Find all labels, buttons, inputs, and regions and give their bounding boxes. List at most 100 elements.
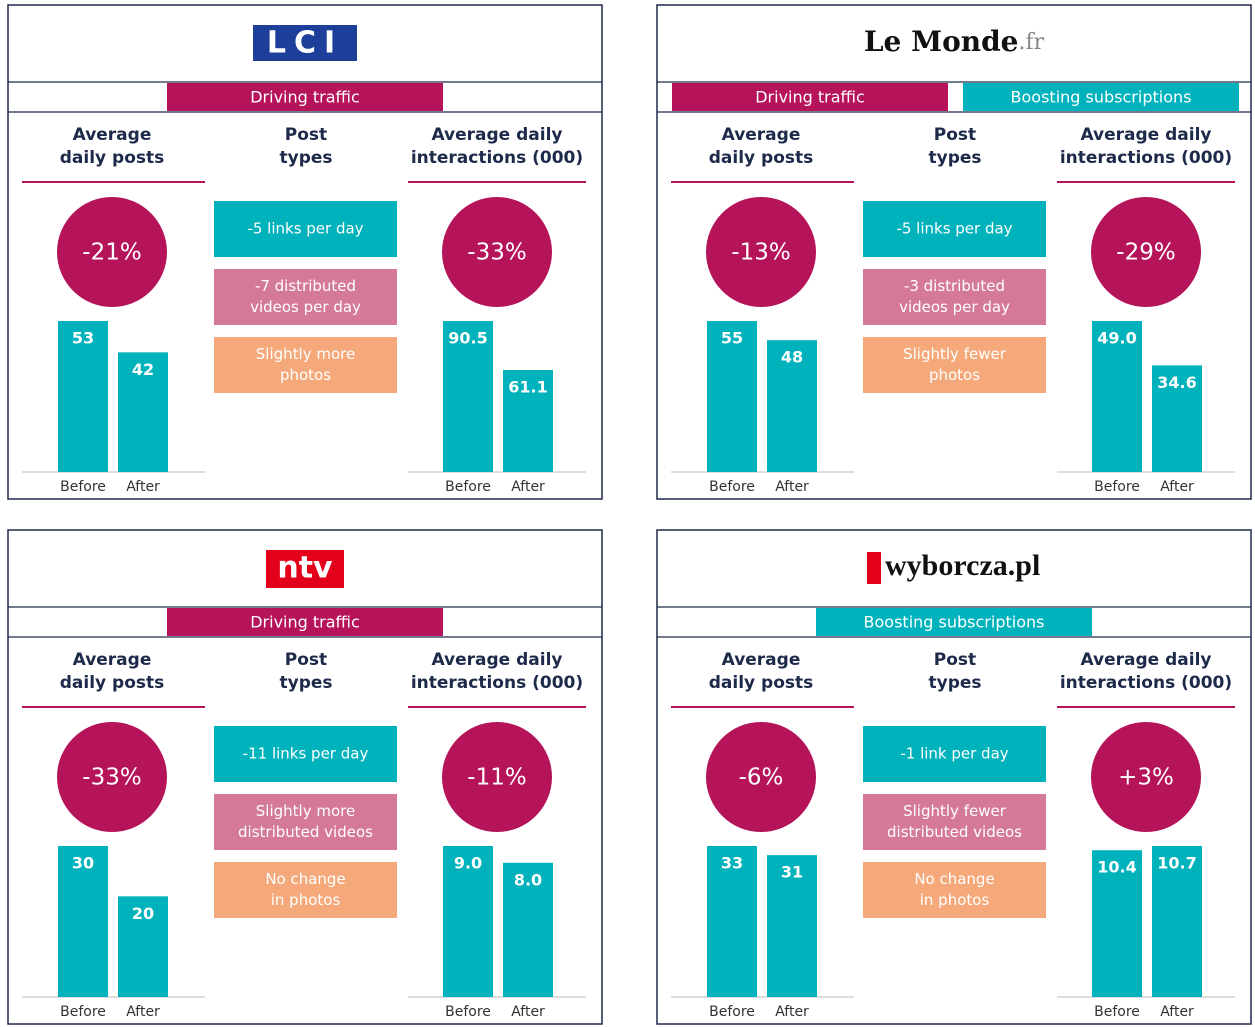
- bar-value: 90.5: [448, 329, 487, 348]
- tag: [167, 608, 443, 636]
- category-label: Before: [60, 1004, 106, 1020]
- tag: [167, 83, 443, 111]
- bar: [118, 896, 168, 997]
- post-type-text: -5 links per day: [247, 220, 363, 238]
- bar-value: 33: [721, 854, 743, 873]
- change-circle: [57, 722, 167, 832]
- change-circle: [1091, 722, 1201, 832]
- panel: LCI Driving traffic Average daily posts Post…: [7, 4, 603, 500]
- post-type-text: Slightly more: [256, 345, 355, 363]
- panel: ntv Driving traffic Average daily posts Post…: [7, 529, 603, 1025]
- logo-mark: [867, 552, 881, 584]
- post-type-text: No change: [265, 870, 345, 888]
- bar-value: 10.4: [1097, 858, 1136, 877]
- change-label: -33%: [467, 240, 526, 266]
- bar-value: 9.0: [454, 854, 482, 873]
- column-header: daily posts: [60, 673, 165, 693]
- logo-box: [253, 25, 357, 61]
- category-label: Before: [445, 479, 491, 495]
- bar: [503, 862, 553, 997]
- bar: [443, 321, 493, 472]
- column-header: types: [279, 148, 332, 168]
- change-circle: [442, 722, 552, 832]
- column-header: Average daily: [1080, 650, 1211, 670]
- column-header: Post: [934, 650, 976, 670]
- column-header: Average daily: [431, 650, 562, 670]
- bar-value: 30: [72, 854, 94, 873]
- post-type-text: -1 link per day: [900, 745, 1008, 763]
- post-type-text: -11 links per day: [243, 745, 369, 763]
- post-type-text: photos: [929, 366, 980, 384]
- logo: Le Monde.fr: [864, 25, 1045, 58]
- bar-value: 55: [721, 329, 743, 348]
- column-header: Post: [934, 125, 976, 145]
- bar-value: 10.7: [1157, 854, 1196, 873]
- logo-text: LCI: [267, 26, 343, 61]
- post-type-text: Slightly more: [256, 802, 355, 820]
- post-type-text: distributed videos: [887, 823, 1022, 841]
- column-header: Post: [285, 125, 327, 145]
- bar-value: 8.0: [514, 870, 542, 889]
- tag-label: Boosting subscriptions: [864, 613, 1045, 632]
- column-header: interactions (000): [411, 148, 583, 168]
- category-label: Before: [709, 1004, 755, 1020]
- bar: [1152, 365, 1202, 472]
- bar-value: 42: [132, 360, 154, 379]
- change-circle: [706, 722, 816, 832]
- bar-value: 49.0: [1097, 329, 1136, 348]
- category-label: Before: [60, 479, 106, 495]
- change-label: -33%: [82, 765, 141, 791]
- column-header: Average daily: [431, 125, 562, 145]
- post-type-text: No change: [914, 870, 994, 888]
- tag-label: Driving traffic: [755, 88, 865, 107]
- category-label: After: [775, 1004, 809, 1020]
- change-label: -13%: [731, 240, 790, 266]
- logo-name: Le Monde: [864, 25, 1019, 58]
- post-type-box: [214, 794, 397, 850]
- bar: [767, 855, 817, 997]
- bar-value: 48: [781, 348, 803, 367]
- change-circle: [706, 197, 816, 307]
- column-header: Average: [722, 125, 801, 145]
- tag: [672, 83, 948, 111]
- column-header: interactions (000): [1060, 148, 1232, 168]
- change-label: -11%: [467, 765, 526, 791]
- post-type-text: distributed videos: [238, 823, 373, 841]
- post-type-box: [214, 337, 397, 393]
- bar-value: 20: [132, 904, 154, 923]
- post-type-box: [863, 269, 1046, 325]
- bar-value: 31: [781, 863, 803, 882]
- change-label: -21%: [82, 240, 141, 266]
- bar: [58, 846, 108, 997]
- bar: [1092, 850, 1142, 997]
- column-header: interactions (000): [1060, 673, 1232, 693]
- column-header: Post: [285, 650, 327, 670]
- column-header: daily posts: [709, 148, 814, 168]
- change-circle: [442, 197, 552, 307]
- category-label: After: [511, 479, 545, 495]
- category-label: Before: [709, 479, 755, 495]
- post-type-text: Slightly fewer: [903, 345, 1007, 363]
- post-type-text: videos per day: [899, 298, 1010, 316]
- bar: [707, 321, 757, 472]
- category-label: After: [511, 1004, 545, 1020]
- column-header: daily posts: [60, 148, 165, 168]
- bar: [443, 846, 493, 997]
- post-type-text: -5 links per day: [896, 220, 1012, 238]
- logo-text: ntv: [277, 551, 333, 586]
- post-type-text: photos: [280, 366, 331, 384]
- column-header: types: [928, 148, 981, 168]
- column-header: Average: [73, 650, 152, 670]
- bar: [118, 352, 168, 472]
- bar: [707, 846, 757, 997]
- category-label: Before: [1094, 1004, 1140, 1020]
- post-type-text: in photos: [920, 891, 990, 909]
- column-header: interactions (000): [411, 673, 583, 693]
- post-type-box: [863, 862, 1046, 918]
- post-type-text: Slightly fewer: [903, 802, 1007, 820]
- panel: wyborcza.pl Boosting subscriptions Average…: [656, 529, 1252, 1025]
- logo: wyborcza.pl: [867, 549, 1040, 584]
- column-header: daily posts: [709, 673, 814, 693]
- logo: ntv: [266, 550, 344, 588]
